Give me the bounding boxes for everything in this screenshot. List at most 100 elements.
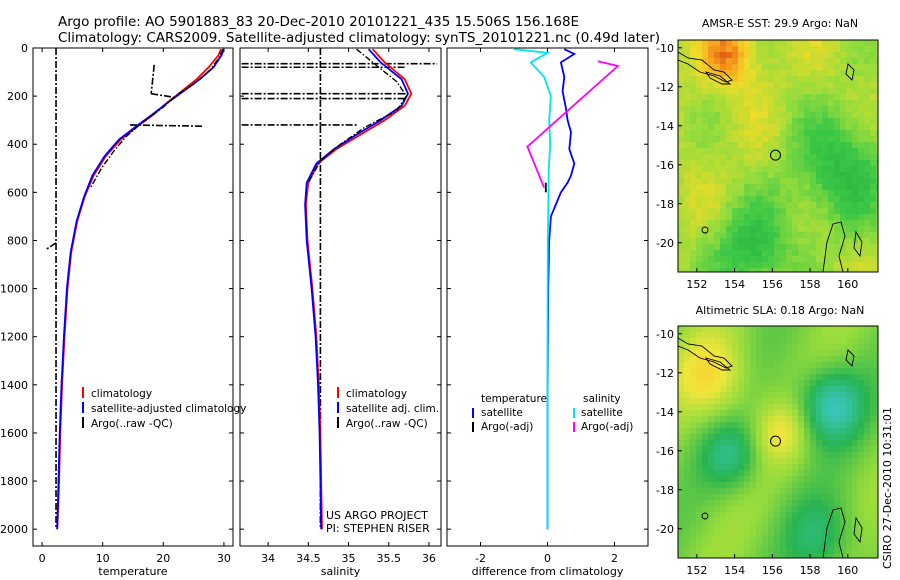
sla_map-cell xyxy=(726,434,733,441)
sla_map-cell xyxy=(768,344,775,351)
sst_map-cell xyxy=(678,52,685,59)
sla_map-cell xyxy=(756,350,763,357)
sla_map-cell xyxy=(876,536,878,543)
sla_map-cell xyxy=(690,464,697,471)
sst_map-cell xyxy=(858,232,865,239)
sla_map-cell xyxy=(870,476,877,483)
sla_map-cell xyxy=(786,440,793,447)
sst_map-cell xyxy=(858,52,865,59)
sla_map-cell xyxy=(780,500,787,507)
sla_map-cell xyxy=(858,488,865,495)
sla_map-cell xyxy=(870,530,877,537)
sst_map-cell xyxy=(720,130,727,137)
sla_map-cell xyxy=(834,470,841,477)
sla_map-cell xyxy=(774,422,781,429)
sla_map-cell xyxy=(708,446,715,453)
sla_map-cell xyxy=(768,554,775,558)
sst_map-cell xyxy=(804,70,811,77)
sst_map-cell xyxy=(684,130,691,137)
sla_map-cell xyxy=(816,536,823,543)
sst_map-cell xyxy=(708,124,715,131)
sla_map-cell xyxy=(738,512,745,519)
sla_map-cell xyxy=(696,506,703,513)
sla_map-cell xyxy=(690,356,697,363)
sst_map-cell xyxy=(714,118,721,125)
sla_map-cell xyxy=(726,452,733,459)
sla_map-cell xyxy=(702,476,709,483)
sst_map-cell xyxy=(714,256,721,263)
sla_map-cell xyxy=(720,518,727,525)
sla_map-cell xyxy=(762,524,769,531)
sla_map-cell xyxy=(864,440,871,447)
sla_map-cell xyxy=(744,500,751,507)
sst_map-cell xyxy=(750,64,757,71)
sst_map-cell xyxy=(828,100,835,107)
sst_map-cell xyxy=(852,208,859,215)
sst_map-cell xyxy=(726,76,733,83)
sla_map-cell xyxy=(714,488,721,495)
sst_map-cell xyxy=(810,88,817,95)
sst_map-cell xyxy=(750,136,757,143)
sst_map-cell xyxy=(816,106,823,113)
sla_map-cell xyxy=(870,410,877,417)
sst_map-cell xyxy=(780,58,787,65)
sst_map-cell xyxy=(732,40,739,47)
sla_map-cell xyxy=(708,548,715,555)
sla_map-cell xyxy=(792,338,799,345)
sla_map-cell xyxy=(780,428,787,435)
sst_map-cell xyxy=(702,76,709,83)
sla_map-cell xyxy=(732,488,739,495)
sst_map-cell xyxy=(786,190,793,197)
sst_map-cell xyxy=(834,268,841,272)
sst_map-cell xyxy=(750,124,757,131)
sst_map-cell xyxy=(834,244,841,251)
sst_map-cell xyxy=(816,154,823,161)
sst_map-cell xyxy=(834,118,841,125)
sla_map-cell xyxy=(828,470,835,477)
sla_map-cell xyxy=(678,464,685,471)
sla_map-cell xyxy=(744,332,751,339)
sla_map-cell xyxy=(876,356,878,363)
sst_map-cell xyxy=(822,262,829,269)
temperature-ytick-label: 1600 xyxy=(0,427,28,440)
sla_map-cell xyxy=(840,488,847,495)
sst_map-cell xyxy=(684,118,691,125)
sla_map-cell xyxy=(702,386,709,393)
sla_map-cell xyxy=(792,392,799,399)
sst_map-cell xyxy=(852,148,859,155)
sla_map-cell xyxy=(834,494,841,501)
sla_map-cell xyxy=(714,350,721,357)
sst_map-cell xyxy=(702,52,709,59)
sst_map-cell xyxy=(858,250,865,257)
sst_map-cell xyxy=(798,160,805,167)
sst_map-cell xyxy=(732,64,739,71)
sla_map-cell xyxy=(708,326,715,333)
sla_map-cell xyxy=(822,500,829,507)
sst_map-cell xyxy=(816,160,823,167)
sla_map-cell xyxy=(792,482,799,489)
sst_map-cell xyxy=(846,256,853,263)
sla_map-cell xyxy=(732,554,739,558)
sst_map-cell xyxy=(822,154,829,161)
temperature-legend-label: Argo(..raw -QC) xyxy=(91,418,173,430)
sla_map-cell xyxy=(684,434,691,441)
sla_map-cell xyxy=(876,392,878,399)
sst_map-cell xyxy=(810,148,817,155)
sla_map-cell xyxy=(756,530,763,537)
sst_map-cell xyxy=(792,244,799,251)
sla_map-cell xyxy=(846,500,853,507)
sst_map-cell xyxy=(732,184,739,191)
sst_map-cell xyxy=(696,94,703,101)
sla_map-cell xyxy=(768,434,775,441)
sla_map-cell xyxy=(780,452,787,459)
sla_map-coast-island xyxy=(845,349,855,367)
sst_map-cell xyxy=(774,58,781,65)
temperature-ytick-label: 600 xyxy=(7,186,28,199)
sst_map-cell xyxy=(708,172,715,179)
sla_map-cell xyxy=(732,350,739,357)
sst_map-cell xyxy=(750,262,757,269)
sst_map-cell xyxy=(708,214,715,221)
sst_map-cell xyxy=(792,148,799,155)
sst_map-cell xyxy=(816,172,823,179)
sla_map-cell xyxy=(852,494,859,501)
